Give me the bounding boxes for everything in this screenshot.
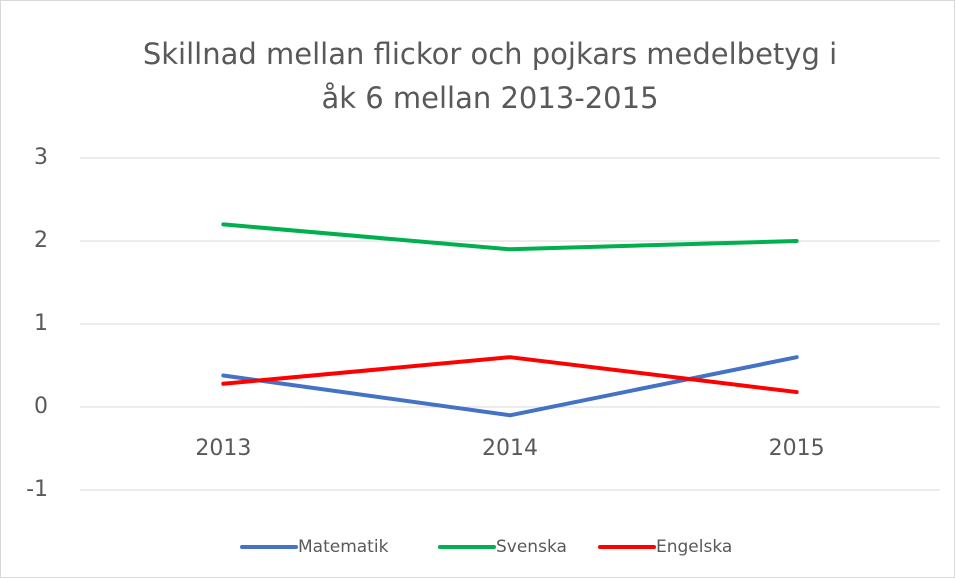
x-tick-label: 2014 bbox=[482, 436, 538, 461]
chart-title: åk 6 mellan 2013-2015 bbox=[321, 81, 658, 115]
series-line bbox=[221, 355, 799, 418]
y-tick-label: 2 bbox=[34, 228, 48, 253]
legend-label: Engelska bbox=[656, 537, 732, 557]
legend-label: Svenska bbox=[496, 537, 567, 557]
series-line bbox=[221, 355, 799, 395]
x-tick-label: 2015 bbox=[769, 436, 825, 461]
legend-label: Matematik bbox=[298, 537, 389, 557]
y-tick-label: 0 bbox=[34, 394, 48, 419]
series-line bbox=[221, 222, 799, 252]
y-tick-label: 1 bbox=[34, 311, 48, 336]
chart-title: Skillnad mellan flickor och pojkars mede… bbox=[143, 37, 837, 71]
y-tick-label: -1 bbox=[26, 477, 48, 502]
y-tick-label: 3 bbox=[34, 145, 48, 170]
x-tick-label: 2013 bbox=[195, 436, 251, 461]
